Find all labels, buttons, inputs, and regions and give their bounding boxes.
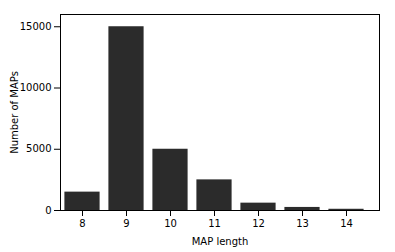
svg-text:15000: 15000 bbox=[20, 21, 52, 32]
svg-text:10: 10 bbox=[164, 218, 177, 229]
svg-text:9: 9 bbox=[123, 218, 129, 229]
svg-text:10000: 10000 bbox=[20, 82, 52, 93]
svg-text:11: 11 bbox=[208, 218, 221, 229]
svg-text:MAP length: MAP length bbox=[192, 236, 249, 247]
svg-text:12: 12 bbox=[252, 218, 265, 229]
svg-text:Number of MAPs: Number of MAPs bbox=[9, 71, 20, 154]
svg-text:14: 14 bbox=[340, 218, 353, 229]
svg-text:0: 0 bbox=[45, 205, 51, 216]
svg-text:5000: 5000 bbox=[26, 143, 51, 154]
svg-text:13: 13 bbox=[296, 218, 309, 229]
svg-text:8: 8 bbox=[79, 218, 85, 229]
